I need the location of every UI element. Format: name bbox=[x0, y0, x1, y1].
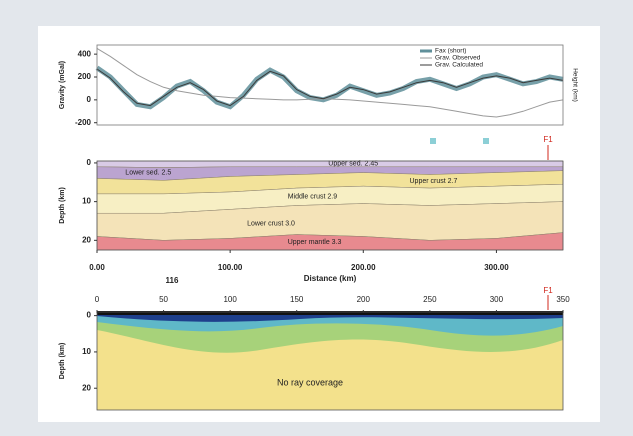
x-tick-label: 0.00 bbox=[89, 263, 105, 272]
x-tick-label: 150 bbox=[290, 295, 304, 304]
fault-marker: F1 bbox=[543, 286, 553, 295]
x-tick-label: 250 bbox=[423, 295, 437, 304]
series-line bbox=[96, 68, 564, 107]
annotation: No ray coverage bbox=[277, 377, 343, 387]
series-line bbox=[96, 48, 564, 118]
legend-label: Grav. Calculated bbox=[435, 62, 483, 69]
layer-label: Middle crust 2.9 bbox=[288, 194, 338, 201]
y-axis-label: Gravity (mGal) bbox=[59, 61, 66, 109]
y-axis-label: Depth (km) bbox=[59, 343, 66, 380]
layer-label: Upper sed. 2.45 bbox=[328, 161, 378, 168]
tomo-frame bbox=[96, 311, 564, 411]
layer-label: Upper mantle 3.3 bbox=[288, 239, 342, 246]
y-tick-label: 10 bbox=[82, 197, 91, 206]
y2-axis-label: Height (km) bbox=[571, 68, 578, 102]
plot-frame bbox=[96, 44, 564, 126]
tomo-surface bbox=[97, 311, 563, 315]
y-axis-label: Depth (km) bbox=[59, 187, 66, 224]
y-tick-label: 400 bbox=[78, 49, 92, 58]
y-tick-label: 0 bbox=[87, 158, 92, 167]
x-tick-label: 300 bbox=[490, 295, 504, 304]
annotation: 116 bbox=[166, 276, 179, 285]
fault-marker: F1 bbox=[543, 135, 553, 144]
plot-frame bbox=[96, 160, 564, 251]
x-tick-label: 0 bbox=[95, 295, 100, 304]
series-line bbox=[95, 65, 564, 110]
y-tick-label: 0 bbox=[87, 95, 92, 104]
x-tick-label: 200.00 bbox=[351, 263, 376, 272]
y-tick-label: -200 bbox=[75, 118, 92, 127]
x-axis-label: Distance (km) bbox=[304, 274, 357, 283]
layer-label: Lower crust 3.0 bbox=[247, 221, 295, 228]
x-tick-label: 200 bbox=[357, 295, 371, 304]
layer-label: Lower sed. 2.5 bbox=[125, 169, 171, 176]
legend-label: Grav. Observed bbox=[435, 55, 481, 62]
x-tick-label: 50 bbox=[159, 295, 168, 304]
y-tick-label: 0 bbox=[87, 311, 92, 320]
y-tick-label: 20 bbox=[82, 235, 91, 244]
y-tick-label: 20 bbox=[82, 383, 91, 392]
x-tick-label: 100 bbox=[223, 295, 237, 304]
tomography-image bbox=[96, 311, 564, 411]
x-tick-label: 300.00 bbox=[484, 263, 509, 272]
y-tick-label: 10 bbox=[82, 347, 91, 356]
station-markers bbox=[430, 138, 489, 144]
y-tick-label: 200 bbox=[78, 72, 92, 81]
x-tick-label: 350 bbox=[556, 295, 570, 304]
x-tick-label: 100.00 bbox=[218, 263, 243, 272]
layer-label: Upper crust 2.7 bbox=[410, 178, 458, 185]
legend-label: Fax (short) bbox=[435, 48, 466, 55]
